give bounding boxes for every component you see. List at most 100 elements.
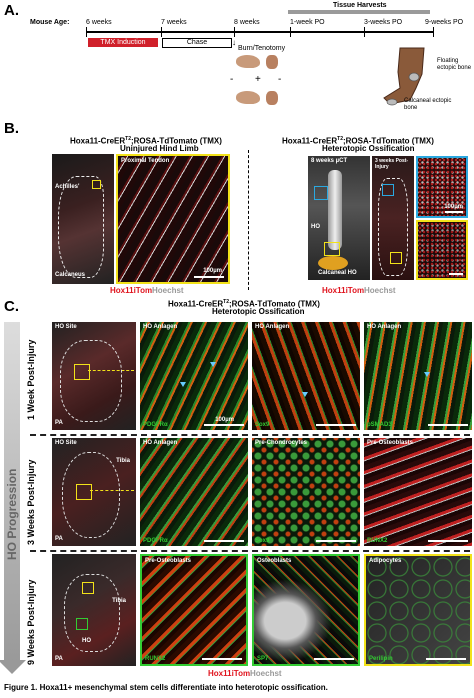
row3-tile2-scalebar — [314, 658, 354, 660]
row2-tibia: Tibia — [116, 458, 130, 464]
row3-overview: Tibia HO PA — [52, 554, 136, 666]
calcaneal-bone-label: Calcaneal ectopic bone — [404, 98, 452, 111]
ho-progression-arrow — [4, 322, 20, 662]
panel-b-left-title: Hoxa11-CreERT2;ROSA-TdTomato (TMX) — [70, 135, 222, 146]
histo-box-blue — [382, 184, 394, 196]
ankle-icon-bottom — [266, 91, 278, 105]
panel-c-title-sup: T2 — [223, 299, 229, 305]
row-2-label: 3 Weeks Post-Injury — [26, 459, 36, 545]
row1-ho-site: HO Site — [55, 324, 77, 330]
panel-c-legend-grey: Hoechst — [250, 669, 282, 678]
tissue-harvests-label: Tissue Harvests — [333, 2, 387, 9]
ho-label: HO — [311, 224, 320, 230]
row3-tile3-scalebar — [426, 658, 466, 660]
row3-tile2-marker: SP7 — [257, 656, 269, 662]
arrow-marker-icon — [424, 372, 430, 377]
row2-tile1-title: HO Anlagen — [143, 440, 178, 446]
row-1-label: 1 Week Post-Injury — [26, 339, 36, 420]
ho-progression-arrowhead — [0, 660, 26, 674]
row1-tile3-marker: pSMAD3 — [367, 422, 392, 428]
minus-sign: - — [230, 74, 234, 85]
age-1-week-po: 1-week PO — [290, 19, 325, 26]
proximal-tendon-label: Proximal Tendon — [121, 158, 170, 164]
row3-tile1-scalebar — [202, 658, 242, 660]
row1-tile1-marker: PDGFRα — [143, 422, 168, 428]
timeline-axis — [86, 31, 434, 33]
panel-b-legend-grey: Hoechst — [152, 286, 184, 295]
calcaneal-ho-blob — [318, 256, 348, 270]
tick-1wpo — [290, 27, 291, 37]
row2-ho-site: HO Site — [55, 440, 77, 446]
panel-b-right-title: Hoxa11-CreERT2;ROSA-TdTomato (TMX) — [282, 135, 434, 146]
row1-outline — [60, 340, 122, 422]
row-divider-2 — [30, 550, 470, 552]
row1-tile2-scalebar — [316, 424, 356, 426]
mouse-icon-bottom — [236, 91, 260, 104]
floating-bone-label: Floating ectopic bone — [437, 58, 472, 71]
ho-box-lower — [324, 242, 340, 256]
row3-tile3-title: Adipocytes — [369, 558, 402, 564]
row3-tile2-title: Osteoblasts — [257, 558, 292, 564]
row2-tile3-title: Pre-Osteoblasts — [367, 440, 414, 446]
row-3-label: 9 Weeks Post-Injury — [26, 579, 36, 665]
panel-b-left-title-sup: T2 — [125, 136, 131, 142]
row2-tile-2: Pre-Chondrocytes Sox9 — [252, 438, 360, 546]
arrow-marker-icon — [302, 392, 308, 397]
uct-image: 8 weeks µCT HO Calcaneal HO — [308, 156, 370, 280]
achilles-box — [92, 180, 101, 189]
row3-outline — [64, 574, 120, 652]
panel-b-right-title-rest: ;ROSA-TdTomato (TMX) — [342, 136, 434, 146]
panel-b-right-legend-grey: Hoechst — [364, 286, 396, 295]
chase-bar: Chase — [162, 38, 232, 48]
minus-sign-2: - — [278, 74, 282, 85]
row2-tile1-marker: PDGFRα — [143, 538, 168, 544]
row2-tile1-scalebar — [204, 540, 244, 542]
arrow-marker-icon — [210, 362, 216, 367]
row1-tile1-scale: 100µm — [215, 417, 234, 423]
calcaneus-label: Calcaneus — [55, 272, 86, 278]
panel-b-divider — [248, 150, 249, 290]
age-3-weeks-po: 3-weeks PO — [364, 19, 403, 26]
row1-tile2-marker: Sox9 — [255, 422, 270, 428]
panel-a-letter: A. — [4, 2, 19, 19]
row2-tile-1: HO Anlagen PDGFRα — [140, 438, 248, 546]
row2-tile2-scalebar — [316, 540, 356, 542]
row2-tile2-marker: Sox9 — [255, 538, 270, 544]
down-arrow-icon: ↓ — [232, 38, 236, 47]
panel-c-letter: C. — [4, 298, 19, 315]
panel-b-letter: B. — [4, 120, 19, 137]
row1-tile-1: HO Anlagen PDGFRα 100µm — [140, 322, 248, 430]
panel-c-legend-red: Hox11iTom — [208, 669, 251, 678]
panel-b-legend-red: Hox11iTom — [110, 286, 153, 295]
panel-b-right-title-sup: T2 — [337, 136, 343, 142]
age-9-weeks-po: 9-weeks PO — [425, 19, 464, 26]
tick-6w — [86, 27, 87, 37]
row2-tile2-title: Pre-Chondrocytes — [255, 440, 308, 446]
tick-7w — [161, 27, 162, 37]
row3-tile1-title: Pre-Osteoblasts — [145, 558, 192, 564]
panel-b-right-title-main: Hoxa11-CreER — [282, 136, 338, 146]
scale-label-b2: 100µm — [444, 204, 463, 210]
weeks-post-label: 3 weeks Post-Injury — [375, 158, 409, 170]
tissue-harvests-bar — [288, 10, 430, 14]
mouse-age-label: Mouse Age: — [30, 19, 70, 26]
row1-tile-3: HO Anlagen pSMAD3 — [364, 322, 472, 430]
scale-label-b: 100µm — [203, 268, 222, 274]
ectopic-bone-drawing — [383, 47, 425, 106]
row1-tile1-scalebar — [204, 424, 244, 426]
histo-box-yellow — [390, 252, 402, 264]
row3-ho: HO — [82, 638, 91, 644]
ho-progression-label: HO Progression — [5, 468, 19, 560]
panel-b-right-legend-red: Hox11iTom — [322, 286, 365, 295]
row2-tile3-marker: RUNX2 — [367, 538, 388, 544]
row3-tile1-marker: RUNX2 — [145, 656, 166, 662]
row3-tile-1: Pre-Osteoblasts RUNX2 — [140, 554, 248, 666]
row2-outline — [62, 452, 120, 538]
row1-tile1-title: HO Anlagen — [143, 324, 178, 330]
plus-sign: + — [255, 74, 261, 85]
scale-bar-b3 — [449, 273, 463, 275]
row1-tile2-title: HO Anlagen — [255, 324, 290, 330]
ho-box-upper — [314, 186, 328, 200]
tick-8w — [234, 27, 235, 37]
ho-zoom-blue: 100µm — [416, 156, 468, 218]
